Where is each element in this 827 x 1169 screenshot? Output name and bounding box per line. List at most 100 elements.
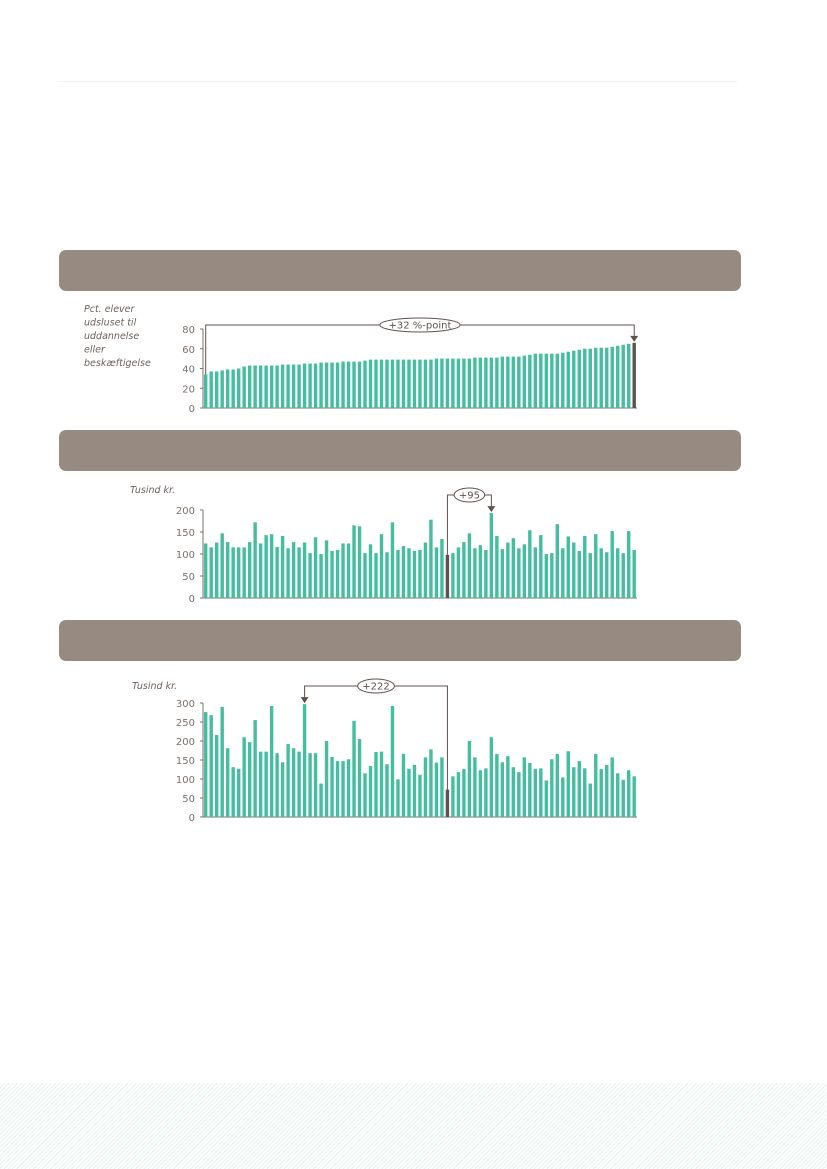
bar (258, 751, 263, 817)
y-tick-label: 100 (176, 550, 195, 561)
bar (588, 553, 592, 598)
bar (231, 767, 235, 817)
bar (506, 756, 510, 817)
bar (330, 550, 334, 598)
bar (368, 544, 373, 598)
bar (451, 358, 455, 408)
bar (632, 776, 636, 817)
bar (275, 753, 279, 817)
bar (456, 358, 461, 408)
bar (286, 548, 290, 598)
bar (489, 513, 494, 598)
bar (390, 359, 395, 408)
bar (566, 536, 570, 598)
bar (418, 359, 422, 408)
y-axis-label: udsluset til (84, 318, 137, 329)
bar (550, 759, 554, 817)
bar (412, 550, 417, 598)
y-tick-label: 0 (189, 404, 195, 415)
bar (434, 358, 439, 408)
y-tick-label: 20 (182, 384, 195, 395)
bar (286, 364, 290, 408)
bar (495, 357, 499, 408)
bar (379, 359, 384, 408)
y-axis-label: beskæftigelse (84, 358, 151, 369)
bar (401, 753, 406, 817)
bar (544, 353, 549, 408)
bar (204, 543, 208, 598)
bar (473, 357, 477, 408)
bar (269, 706, 274, 817)
bar (528, 354, 532, 408)
bar (462, 769, 466, 817)
bar (412, 359, 417, 408)
bar (434, 762, 439, 817)
bar (269, 365, 274, 408)
bar (500, 549, 505, 598)
bar (214, 734, 219, 817)
bar (264, 751, 268, 817)
bar (506, 356, 510, 408)
bar (319, 362, 323, 408)
bar (264, 365, 268, 408)
annotation-label: +222 (362, 682, 389, 693)
bar (264, 535, 268, 598)
bar (594, 347, 598, 408)
bar (407, 548, 411, 598)
bar (335, 761, 340, 817)
bar (594, 753, 598, 817)
y-tick-label: 200 (176, 737, 195, 748)
bar (616, 548, 620, 598)
bar (572, 767, 576, 817)
bar (385, 552, 389, 598)
bar (275, 365, 279, 408)
bar (467, 741, 472, 817)
bar (467, 533, 472, 598)
bar (423, 757, 428, 817)
bar (434, 547, 439, 598)
bar (308, 363, 312, 408)
bar (478, 770, 483, 817)
bar (225, 748, 230, 817)
bar (533, 547, 538, 598)
y-tick-label: 40 (182, 365, 195, 376)
bar (577, 349, 581, 408)
bar (247, 542, 252, 598)
y-axis-label: uddannelse (84, 331, 139, 342)
bar (577, 550, 581, 598)
annotation-label: +95 (459, 491, 480, 502)
bar (478, 357, 483, 408)
bar (473, 757, 477, 817)
bar (291, 748, 296, 817)
bar (236, 547, 241, 598)
bar (517, 772, 521, 817)
bar (324, 362, 329, 408)
bar (291, 542, 296, 598)
bar (533, 768, 538, 817)
bar (610, 346, 614, 408)
bar (247, 742, 252, 817)
y-axis-label: Pct. elever (84, 304, 136, 315)
bar (242, 737, 246, 817)
header-rule (57, 81, 737, 82)
bar (467, 358, 472, 408)
bar (368, 359, 373, 408)
bar (533, 353, 538, 408)
bar (621, 553, 625, 598)
bar (489, 357, 494, 408)
bar-highlight (632, 342, 636, 408)
bar (500, 356, 505, 408)
bar (423, 542, 428, 598)
bar (220, 533, 224, 598)
bar (583, 768, 587, 817)
bar (544, 780, 549, 817)
bar (478, 545, 483, 598)
bar (280, 535, 285, 598)
y-tick-label: 60 (182, 345, 195, 356)
bar (561, 548, 565, 598)
y-tick-label: 50 (182, 572, 195, 583)
annotation-arrow (300, 697, 309, 704)
bar (225, 542, 230, 598)
bar (555, 753, 560, 817)
bar (357, 739, 362, 817)
